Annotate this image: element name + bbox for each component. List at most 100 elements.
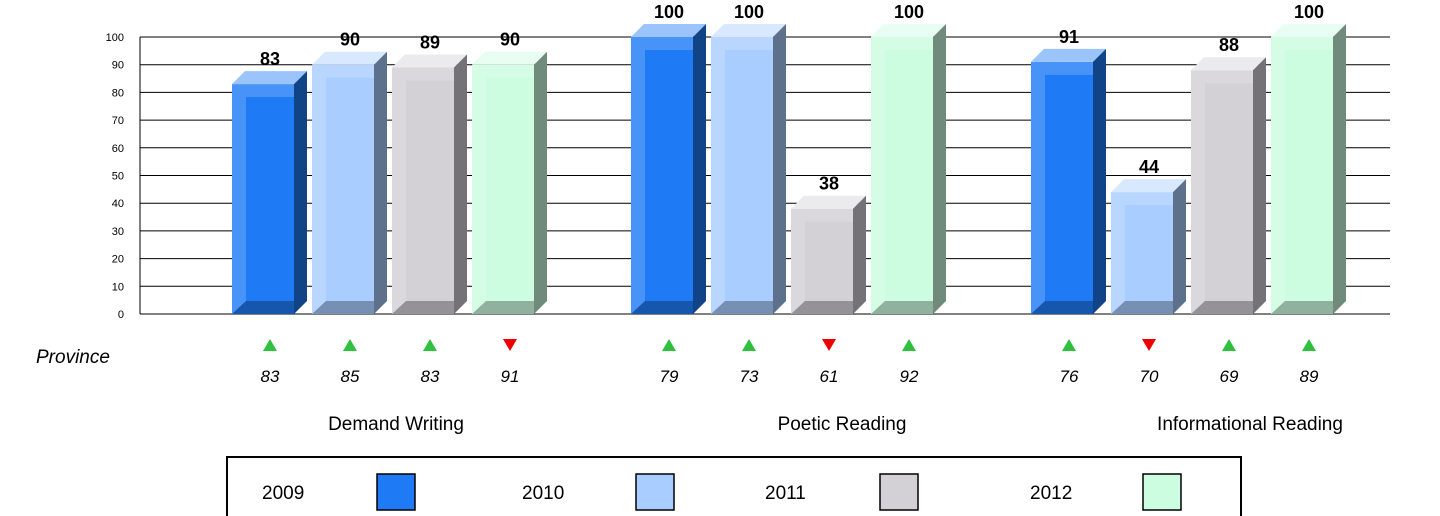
bar-side [1253, 57, 1266, 315]
legend-swatch [1142, 473, 1182, 511]
y-tick-label: 40 [112, 198, 124, 210]
bar-top [791, 195, 866, 209]
trend-down-icon [1142, 339, 1156, 351]
bar-top [631, 24, 706, 37]
bar-floor [1111, 301, 1173, 314]
bar-inner-face [406, 80, 454, 301]
bar-side [1333, 24, 1346, 314]
data-label: 90 [500, 30, 520, 50]
bar-top [1271, 24, 1346, 37]
trend-up-icon [1062, 339, 1076, 351]
bar-side [773, 24, 786, 314]
bar-2009-demand-writing [232, 71, 307, 314]
legend-swatch [635, 473, 675, 511]
bar-floor [392, 301, 454, 314]
category-label: Informational Reading [1157, 414, 1343, 435]
data-label: 91 [1059, 27, 1079, 47]
bar-side [933, 24, 946, 314]
bar-floor [1191, 301, 1253, 314]
province-row-label: Province [36, 347, 110, 368]
legend-label: 2012 [1030, 483, 1072, 504]
legend-label: 2010 [522, 483, 564, 504]
y-tick-label: 90 [112, 60, 124, 72]
bar-top [1111, 179, 1186, 193]
legend-label: 2009 [262, 483, 304, 504]
bar-floor [1271, 301, 1333, 314]
trend-down-icon [822, 339, 836, 351]
bar-inner-face [1205, 83, 1253, 302]
bar-2009-poetic-reading [631, 24, 706, 314]
data-label: 44 [1139, 157, 1159, 177]
province-value: 92 [900, 367, 919, 386]
data-label: 38 [819, 174, 839, 194]
bar-inner-face [1285, 50, 1333, 301]
bar-floor [232, 301, 294, 314]
bar-2011-demand-writing [392, 54, 467, 314]
province-value: 83 [421, 367, 440, 386]
data-label: 89 [420, 32, 440, 52]
bar-inner-face [805, 221, 853, 301]
y-tick-label: 0 [118, 309, 124, 321]
bar-floor [1031, 301, 1093, 314]
bar-2010-poetic-reading [711, 24, 786, 314]
category-label: Demand Writing [328, 414, 464, 435]
province-value: 70 [1140, 367, 1159, 386]
bar-2009-informational-reading [1031, 48, 1106, 315]
y-tick-label: 100 [106, 32, 124, 44]
y-tick-label: 50 [112, 171, 124, 183]
bar-side [374, 51, 387, 314]
bar-floor [472, 301, 534, 314]
trend-up-icon [343, 339, 357, 351]
data-label: 90 [340, 30, 360, 50]
y-tick-label: 30 [112, 226, 124, 238]
trend-down-icon [503, 339, 517, 351]
legend-label: 2011 [765, 483, 806, 504]
province-value: 69 [1220, 367, 1239, 386]
province-value: 61 [820, 367, 839, 386]
bar-top [1031, 48, 1106, 62]
province-value: 91 [501, 367, 520, 386]
bar-side [454, 54, 467, 314]
bar-top [232, 71, 307, 85]
bar-inner-face [885, 50, 933, 301]
province-value: 83 [261, 367, 280, 386]
legend-swatch [376, 473, 416, 511]
province-value: 73 [740, 367, 759, 386]
bar-side [294, 71, 307, 314]
bar-inner-face [725, 50, 773, 301]
trend-up-icon [263, 339, 277, 351]
province-value: 85 [341, 367, 360, 386]
bar-floor [791, 301, 853, 314]
province-value: 79 [660, 367, 679, 386]
bar-2010-demand-writing [312, 51, 387, 314]
y-tick-label: 20 [112, 254, 124, 266]
bar-2011-informational-reading [1191, 57, 1266, 315]
bar-top [1191, 57, 1266, 71]
data-label: 88 [1219, 35, 1239, 55]
legend-swatch [879, 473, 919, 511]
data-label: 83 [260, 49, 280, 69]
trend-up-icon [1302, 339, 1316, 351]
bar-floor [312, 301, 374, 314]
data-label: 100 [734, 2, 764, 22]
bar-inner-face [1045, 74, 1093, 302]
y-tick-label: 60 [112, 143, 124, 155]
data-label: 100 [654, 2, 684, 22]
data-label: 100 [894, 2, 924, 22]
bar-inner-face [1125, 205, 1173, 301]
province-value: 76 [1060, 367, 1079, 386]
bar-top [871, 24, 946, 37]
province-value: 89 [1300, 367, 1319, 386]
bar-2012-poetic-reading [871, 24, 946, 314]
bar-2012-informational-reading [1271, 24, 1346, 314]
bar-floor [871, 301, 933, 314]
bar-side [534, 51, 547, 314]
bar-side [1093, 48, 1106, 315]
bar-side [853, 195, 866, 314]
bar-side [1173, 179, 1186, 314]
trend-up-icon [662, 339, 676, 351]
bar-2012-demand-writing [472, 51, 547, 314]
bar-floor [711, 301, 773, 314]
trend-up-icon [423, 339, 437, 351]
